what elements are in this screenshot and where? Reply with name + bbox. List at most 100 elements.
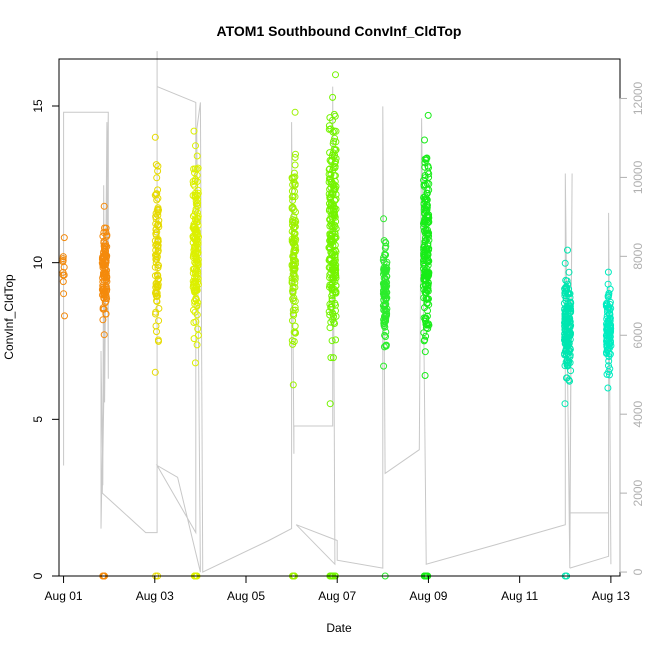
chart-title: ATOM1 Southbound ConvInf_CldTop — [217, 23, 462, 39]
data-point — [561, 259, 569, 267]
data-point — [420, 337, 428, 345]
data-point — [381, 323, 389, 331]
data-point — [290, 231, 298, 238]
data-point — [291, 328, 299, 336]
data-point — [382, 266, 390, 274]
data-point — [327, 171, 335, 179]
data-point — [328, 337, 336, 345]
data-point — [382, 315, 390, 322]
data-point — [100, 229, 108, 236]
data-point — [288, 187, 296, 195]
data-point — [154, 248, 162, 256]
data-point — [332, 282, 340, 290]
y2-tick-label: 12000 — [631, 81, 645, 115]
data-point — [291, 303, 299, 311]
data-point — [422, 294, 430, 302]
data-point — [329, 93, 337, 101]
data-point — [423, 286, 431, 293]
y2-tick-label: 2000 — [631, 479, 645, 506]
data-point — [291, 275, 299, 283]
data-point — [329, 309, 337, 317]
y2-tick-label: 0 — [631, 568, 645, 575]
data-point — [382, 328, 390, 336]
data-point — [328, 275, 336, 282]
data-point — [423, 268, 430, 276]
data-point — [151, 272, 159, 280]
y-tick-label: 10 — [31, 256, 45, 270]
data-point — [567, 329, 574, 337]
data-point — [100, 331, 108, 339]
data-point — [421, 270, 429, 278]
data-point — [191, 359, 199, 367]
data-point — [422, 281, 430, 289]
x-tick-label: Aug 11 — [501, 589, 538, 603]
data-points — [59, 71, 615, 580]
data-point — [325, 178, 333, 186]
data-point — [152, 310, 159, 318]
y2-tick-label: 8000 — [631, 243, 645, 270]
data-point — [425, 211, 432, 219]
cluster-aug-8.05 — [379, 215, 391, 580]
cluster-aug-8.95 — [419, 111, 433, 580]
data-point — [380, 287, 388, 295]
data-point — [59, 278, 67, 286]
data-point — [563, 319, 571, 327]
data-point — [421, 215, 429, 223]
data-point — [423, 299, 431, 307]
cluster-aug-1.9 — [98, 202, 111, 580]
data-point — [61, 312, 68, 320]
data-point — [329, 273, 337, 281]
data-point — [100, 291, 108, 299]
data-point — [290, 338, 298, 345]
data-point — [291, 283, 299, 291]
data-point — [193, 341, 201, 349]
data-point — [327, 193, 335, 201]
data-point — [328, 295, 336, 303]
data-point — [327, 198, 335, 206]
data-point — [563, 277, 571, 285]
data-point — [422, 324, 430, 332]
data-point — [382, 239, 390, 247]
data-point — [381, 331, 389, 339]
data-point — [194, 221, 202, 229]
x-tick-label: Aug 05 — [227, 589, 265, 603]
y2-tick-label: 10000 — [631, 160, 645, 194]
data-point — [194, 325, 202, 333]
data-point — [102, 310, 110, 318]
data-point — [561, 400, 569, 408]
data-point — [154, 264, 162, 272]
cluster-aug-3.9 — [189, 127, 202, 580]
data-point — [332, 336, 340, 344]
data-point — [332, 301, 339, 309]
data-point — [565, 268, 573, 276]
data-point — [603, 301, 611, 309]
data-point — [191, 193, 199, 201]
data-point — [565, 285, 573, 293]
data-point — [291, 173, 299, 181]
y-tick-label: 0 — [31, 572, 45, 579]
data-point — [331, 134, 339, 142]
data-point — [60, 290, 68, 298]
data-point — [194, 164, 202, 172]
data-point — [288, 274, 296, 282]
data-point — [325, 308, 333, 316]
data-point — [152, 322, 160, 330]
data-point — [194, 270, 202, 278]
data-point — [606, 350, 614, 358]
data-point — [153, 293, 161, 300]
data-point — [605, 320, 613, 328]
data-point — [330, 205, 337, 213]
data-point — [566, 294, 574, 302]
data-point — [192, 242, 199, 250]
data-point — [422, 237, 430, 244]
data-point — [291, 193, 299, 201]
data-point — [193, 165, 201, 173]
data-point — [290, 246, 298, 254]
data-point — [422, 320, 430, 328]
data-point — [193, 152, 201, 160]
data-point — [328, 263, 336, 270]
data-point — [326, 243, 334, 251]
data-point — [154, 244, 162, 252]
data-point — [424, 261, 432, 269]
data-point — [421, 155, 429, 163]
